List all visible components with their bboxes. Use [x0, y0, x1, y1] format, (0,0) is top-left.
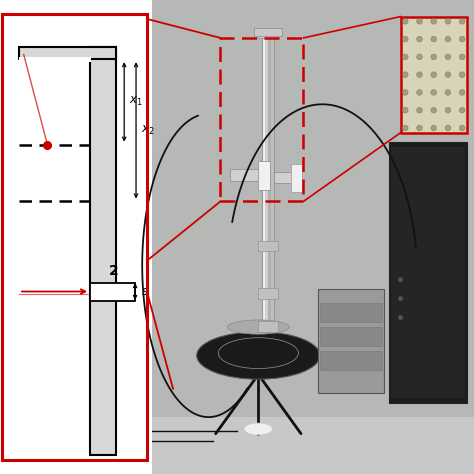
Circle shape: [402, 36, 408, 42]
Bar: [90, 47, 116, 455]
Circle shape: [459, 90, 465, 95]
Bar: [401, 17, 467, 133]
Bar: [19, 57, 91, 62]
Bar: [258, 31, 277, 38]
Bar: [149, 0, 474, 474]
Circle shape: [417, 72, 422, 77]
Circle shape: [431, 108, 437, 113]
Circle shape: [445, 72, 451, 77]
Ellipse shape: [197, 332, 320, 379]
Circle shape: [445, 54, 451, 60]
Circle shape: [402, 18, 408, 24]
Bar: [90, 283, 135, 301]
Bar: [274, 172, 296, 183]
Circle shape: [417, 18, 422, 24]
Bar: [268, 36, 271, 341]
Bar: [320, 351, 382, 370]
Circle shape: [431, 90, 437, 95]
Circle shape: [459, 125, 465, 131]
Circle shape: [417, 90, 422, 95]
Circle shape: [431, 125, 437, 131]
Bar: [291, 164, 302, 192]
Circle shape: [417, 36, 422, 42]
Circle shape: [417, 108, 422, 113]
Circle shape: [431, 18, 437, 24]
Bar: [264, 36, 266, 341]
Ellipse shape: [244, 423, 273, 435]
Ellipse shape: [228, 320, 289, 334]
Circle shape: [402, 54, 408, 60]
Circle shape: [445, 36, 451, 42]
Circle shape: [459, 108, 465, 113]
Bar: [254, 28, 282, 36]
Bar: [2, 14, 147, 460]
Bar: [262, 36, 274, 341]
Bar: [264, 36, 268, 341]
Circle shape: [402, 108, 408, 113]
Bar: [258, 288, 278, 299]
Circle shape: [398, 296, 403, 301]
Text: $s$: $s$: [141, 285, 149, 298]
Bar: [258, 241, 278, 251]
Bar: [389, 142, 467, 403]
Circle shape: [445, 90, 451, 95]
Circle shape: [431, 36, 437, 42]
Circle shape: [445, 18, 451, 24]
Bar: [318, 289, 384, 393]
Bar: [19, 47, 116, 59]
Bar: [220, 38, 303, 201]
Circle shape: [431, 54, 437, 60]
Circle shape: [402, 125, 408, 131]
Circle shape: [417, 54, 422, 60]
Bar: [262, 36, 264, 341]
Circle shape: [459, 54, 465, 60]
Circle shape: [417, 125, 422, 131]
Circle shape: [402, 72, 408, 77]
Circle shape: [431, 72, 437, 77]
Circle shape: [459, 36, 465, 42]
Bar: [320, 327, 382, 346]
Text: $x_2$: $x_2$: [141, 124, 155, 137]
Bar: [258, 161, 270, 190]
Bar: [391, 147, 465, 398]
Bar: [0, 0, 152, 474]
Circle shape: [459, 72, 465, 77]
Text: $x_1$: $x_1$: [129, 95, 143, 109]
Text: 2: 2: [109, 264, 118, 278]
Bar: [230, 169, 263, 181]
Circle shape: [459, 18, 465, 24]
Circle shape: [398, 277, 403, 282]
Bar: [149, 417, 474, 474]
Bar: [258, 321, 278, 332]
Circle shape: [402, 90, 408, 95]
Circle shape: [398, 315, 403, 320]
Circle shape: [445, 108, 451, 113]
Bar: [271, 36, 274, 341]
Circle shape: [445, 125, 451, 131]
Bar: [320, 303, 382, 322]
